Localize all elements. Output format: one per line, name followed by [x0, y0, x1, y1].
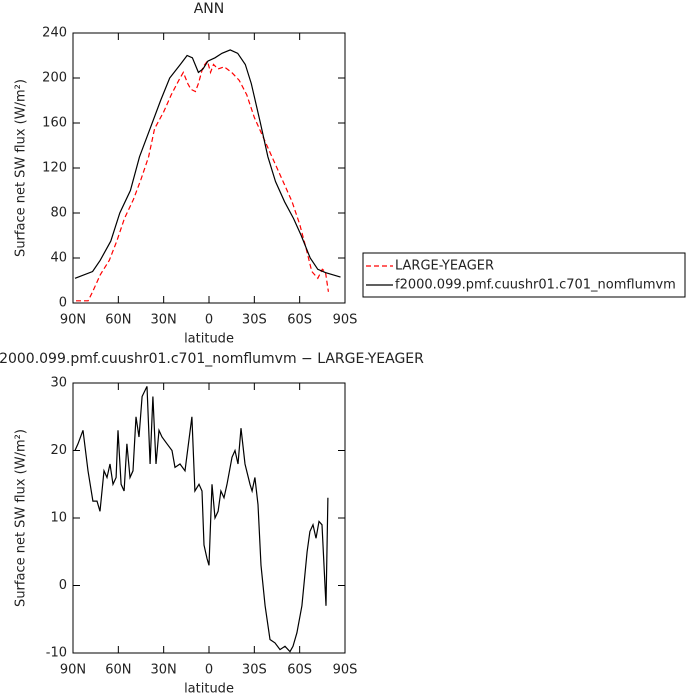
y-tick-label: 160: [42, 116, 67, 131]
x-tick-label: 60S: [287, 663, 312, 678]
x-tick-label: 90S: [333, 313, 358, 328]
y-tick-label: 240: [42, 26, 67, 41]
y-tick-label: 120: [42, 161, 67, 176]
x-tick-label: 0: [205, 313, 213, 328]
x-tick-label: 90N: [60, 313, 86, 328]
x-tick-label: 90S: [333, 663, 358, 678]
x-axis-label: latitude: [184, 332, 234, 347]
x-tick-label: 60N: [105, 313, 131, 328]
chart-title: ANN: [194, 1, 225, 17]
x-tick-label: 30S: [242, 313, 267, 328]
x-tick-label: 90N: [60, 663, 86, 678]
y-tick-label: 0: [59, 578, 67, 593]
legend-label: f2000.099.pmf.cuushr01.c701_nomflumvm: [395, 278, 676, 293]
y-tick-label: 80: [50, 206, 67, 221]
x-tick-label: 60S: [287, 313, 312, 328]
legend-label: LARGE-YEAGER: [395, 259, 494, 274]
x-tick-label: 60N: [105, 663, 131, 678]
data-line: [76, 59, 329, 302]
chart-title: f2000.099.pmf.cuushr01.c701_nomflumvm − …: [0, 351, 424, 367]
data-line: [74, 49, 341, 279]
y-axis-label: Surface net SW flux (W/m²): [14, 429, 29, 607]
data-line: [74, 386, 329, 653]
plot-frame: [72, 32, 346, 304]
x-tick-label: 30S: [242, 663, 267, 678]
y-tick-label: 40: [50, 251, 67, 266]
x-tick-label: 30N: [151, 313, 177, 328]
x-tick-label: 0: [205, 663, 213, 678]
y-tick-label: 10: [50, 511, 67, 526]
x-axis-label: latitude: [184, 682, 234, 697]
y-tick-label: 200: [42, 71, 67, 86]
y-tick-label: 20: [50, 443, 67, 458]
y-axis-label: Surface net SW flux (W/m²): [14, 79, 29, 257]
y-tick-label: 30: [50, 376, 67, 391]
plot-frame: [72, 382, 346, 654]
x-tick-label: 30N: [151, 663, 177, 678]
legend-box: [362, 252, 686, 298]
y-tick-label: 0: [59, 296, 67, 311]
y-tick-label: -10: [46, 646, 67, 661]
